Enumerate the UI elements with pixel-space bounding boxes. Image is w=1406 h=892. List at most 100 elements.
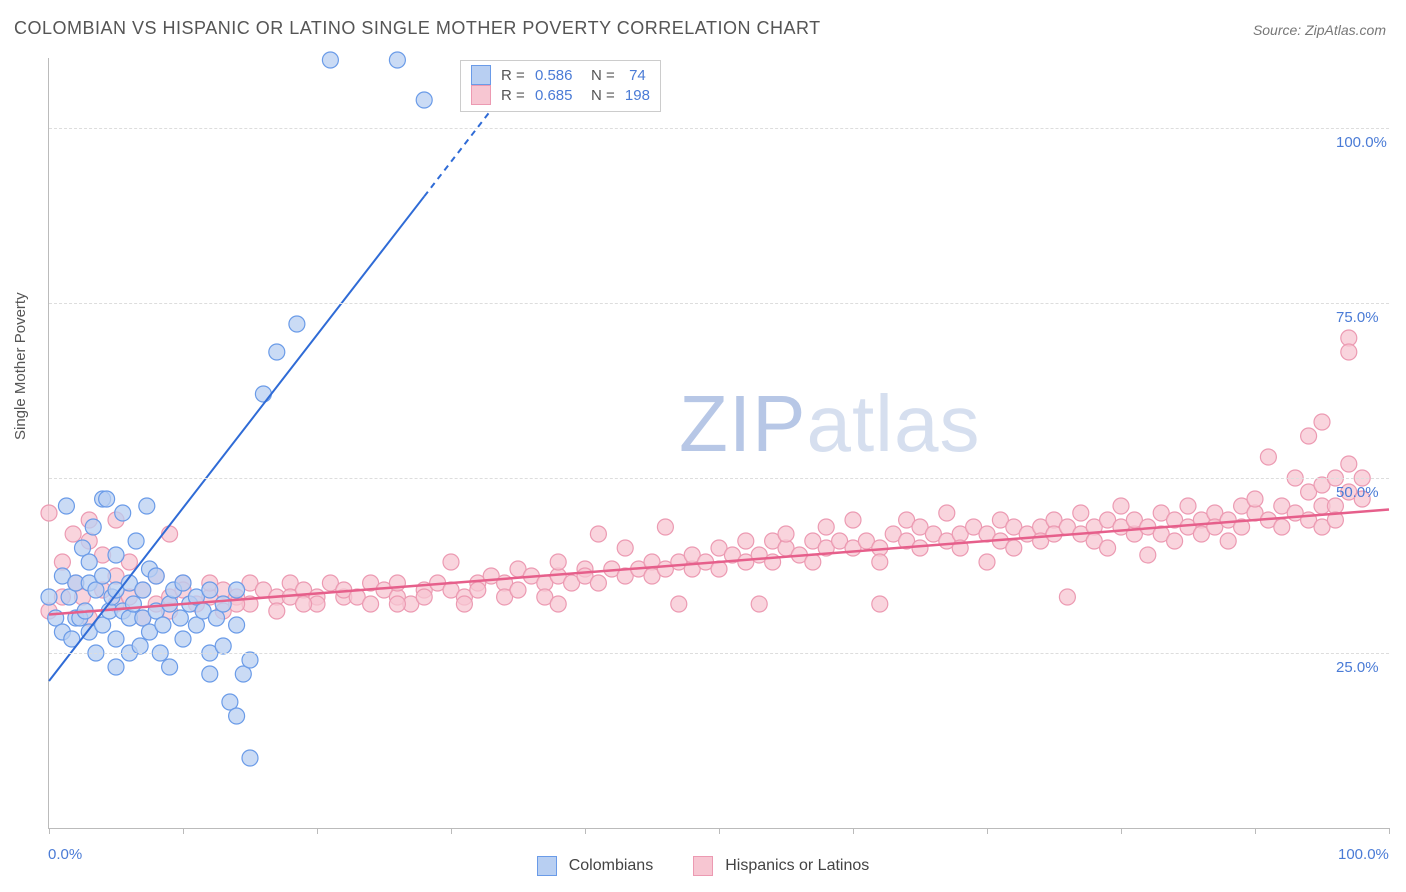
data-point [805, 554, 821, 570]
y-tick-label: 100.0% [1336, 134, 1387, 151]
data-point [95, 568, 111, 584]
r-value: 0.685 [535, 87, 573, 104]
data-point [229, 708, 245, 724]
data-point [1260, 449, 1276, 465]
data-point [115, 505, 131, 521]
x-tick [451, 828, 452, 834]
n-label: N = [578, 87, 618, 104]
data-point [657, 519, 673, 535]
data-point [255, 386, 271, 402]
x-tick [1255, 828, 1256, 834]
data-point [148, 568, 164, 584]
source-name: ZipAtlas.com [1305, 22, 1386, 38]
data-point [751, 596, 767, 612]
data-point [845, 512, 861, 528]
y-tick-label: 75.0% [1336, 309, 1379, 326]
data-point [416, 589, 432, 605]
data-point [456, 596, 472, 612]
data-point [1341, 344, 1357, 360]
r-value: 0.586 [535, 67, 573, 84]
data-point [215, 638, 231, 654]
data-point [125, 596, 141, 612]
data-point [1140, 547, 1156, 563]
data-point [550, 554, 566, 570]
plot-area: ZIPatlas [48, 58, 1389, 829]
data-point [1274, 519, 1290, 535]
data-point [872, 554, 888, 570]
data-point [1113, 498, 1129, 514]
data-point [175, 575, 191, 591]
data-point [296, 596, 312, 612]
x-tick [317, 828, 318, 834]
data-point [872, 596, 888, 612]
data-point [172, 610, 188, 626]
data-point [108, 547, 124, 563]
data-point [1073, 505, 1089, 521]
source-prefix: Source: [1253, 22, 1305, 38]
legend-row: R = 0.586 N = 74 [471, 65, 650, 85]
data-point [778, 526, 794, 542]
data-point [617, 540, 633, 556]
data-point [289, 316, 305, 332]
y-axis-label: Single Mother Poverty [12, 292, 29, 440]
x-tick [1389, 828, 1390, 834]
legend-swatch [471, 65, 491, 85]
data-point [1180, 498, 1196, 514]
x-tick-label: 100.0% [1338, 846, 1389, 863]
x-tick [987, 828, 988, 834]
data-point [155, 617, 171, 633]
gridline [49, 478, 1389, 479]
gridline [49, 653, 1389, 654]
trend-line [49, 510, 1389, 615]
x-tick [1121, 828, 1122, 834]
data-point [139, 498, 155, 514]
n-label: N = [578, 67, 623, 84]
data-point [202, 582, 218, 598]
x-tick [585, 828, 586, 834]
data-point [132, 638, 148, 654]
n-value: 198 [625, 87, 650, 104]
y-tick-label: 50.0% [1336, 484, 1379, 501]
data-point [1301, 428, 1317, 444]
data-point [269, 603, 285, 619]
data-point [470, 582, 486, 598]
scatter-svg [49, 58, 1389, 828]
data-point [41, 505, 57, 521]
data-point [242, 652, 258, 668]
data-point [590, 526, 606, 542]
data-point [738, 533, 754, 549]
data-point [389, 596, 405, 612]
data-point [1059, 589, 1075, 605]
data-point [510, 582, 526, 598]
data-point [58, 498, 74, 514]
data-point [175, 631, 191, 647]
data-point [202, 666, 218, 682]
data-point [242, 750, 258, 766]
data-point [1167, 533, 1183, 549]
y-tick-label: 25.0% [1336, 659, 1379, 676]
data-point [818, 519, 834, 535]
legend-item: Hispanics or Latinos [693, 856, 869, 876]
gridline [49, 303, 1389, 304]
data-point [550, 596, 566, 612]
data-point [416, 92, 432, 108]
x-tick [853, 828, 854, 834]
data-point [162, 659, 178, 675]
legend-label: Colombians [569, 857, 653, 875]
r-label: R = [501, 67, 529, 84]
data-point [671, 596, 687, 612]
data-point [128, 533, 144, 549]
gridline [49, 128, 1389, 129]
data-point [269, 344, 285, 360]
series-legend: Colombians Hispanics or Latinos [0, 842, 1406, 890]
data-point [590, 575, 606, 591]
chart-title: COLOMBIAN VS HISPANIC OR LATINO SINGLE M… [14, 18, 821, 39]
legend-row: R = 0.685 N = 198 [471, 85, 650, 105]
data-point [939, 505, 955, 521]
legend-swatch [471, 85, 491, 105]
data-point [322, 52, 338, 68]
data-point [912, 540, 928, 556]
legend-label: Hispanics or Latinos [725, 857, 869, 875]
legend-item: Colombians [537, 856, 653, 876]
x-tick [183, 828, 184, 834]
